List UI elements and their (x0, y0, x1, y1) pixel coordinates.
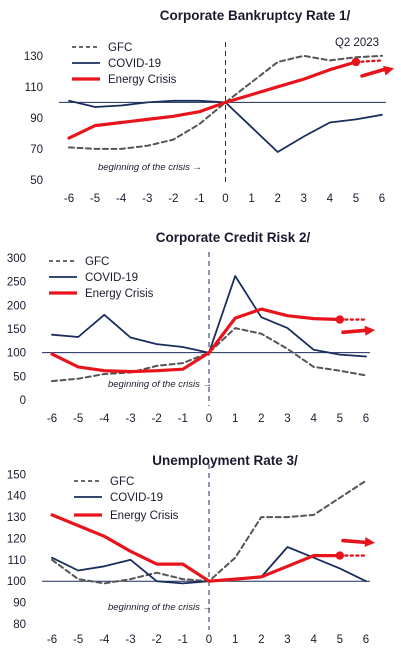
y-tick-label: 120 (7, 533, 26, 545)
crisis-note: beginning of the crisis → (108, 379, 212, 390)
x-tick-label: -6 (64, 193, 74, 205)
credit-risk-chart: Corporate Credit Risk 2/0501001502002503… (7, 230, 375, 425)
y-tick-label: 100 (7, 348, 26, 360)
y-tick-label: 150 (7, 324, 26, 336)
x-tick-label: -5 (90, 193, 100, 205)
x-tick-label: -6 (47, 413, 57, 425)
y-tick-label: 90 (30, 113, 43, 125)
x-tick-label: -2 (152, 413, 162, 425)
x-tick-label: -2 (152, 634, 162, 646)
series-line-energy (67, 60, 358, 140)
unemployment-rate-chart: Unemployment Rate 3/80901001101201301401… (7, 453, 375, 646)
energy-forecast-dotted-line (354, 59, 384, 64)
y-tick-label: 110 (25, 82, 43, 94)
x-tick-label: 1 (232, 634, 238, 646)
arrow-head (383, 65, 394, 76)
legend-label-covid: COVID-19 (85, 272, 138, 284)
x-tick-label: 6 (379, 193, 385, 205)
legend-label-gfc: GFC (110, 476, 134, 488)
y-tick-label: 110 (8, 555, 26, 567)
legend-label-covid: COVID-19 (108, 58, 161, 70)
series-line-energy (50, 513, 342, 583)
x-tick-label: 1 (248, 193, 254, 205)
y-tick-label: 150 (7, 469, 26, 481)
x-tick-label: 5 (353, 193, 359, 205)
x-tick-label: 4 (310, 634, 317, 646)
legend-label-covid: COVID-19 (110, 492, 163, 504)
y-tick-label: 70 (30, 144, 43, 156)
legend-label-energy: Energy Crisis (110, 510, 179, 522)
red-dot-marker-icon (335, 315, 345, 324)
y-tick-label: 130 (24, 51, 43, 63)
red-dot-marker-icon (351, 57, 361, 67)
arrow-head (364, 537, 375, 547)
x-tick-label: 4 (327, 193, 334, 205)
y-tick-label: 300 (7, 253, 26, 265)
x-tick-label: -4 (99, 413, 110, 425)
y-tick-label: 100 (7, 576, 26, 588)
y-tick-label: 50 (30, 175, 43, 187)
x-tick-label: 0 (206, 413, 212, 425)
chart-title: Corporate Credit Risk 2/ (156, 230, 311, 245)
y-tick-label: 0 (20, 395, 26, 407)
crisis-note: beginning of the crisis → (108, 602, 212, 613)
crisis-note: beginning of the crisis → (98, 162, 202, 173)
y-tick-label: 90 (13, 598, 26, 610)
x-tick-label: -1 (178, 634, 188, 646)
x-tick-label: -5 (73, 634, 83, 646)
x-tick-label: 3 (284, 634, 290, 646)
y-tick-label: 130 (7, 512, 26, 524)
arrow-shaft (360, 67, 388, 78)
series-line-energy (50, 307, 342, 374)
chart-title: Unemployment Rate 3/ (152, 453, 298, 468)
x-tick-label: -4 (116, 193, 127, 205)
y-tick-label: 80 (13, 619, 26, 631)
x-tick-label: 4 (310, 413, 317, 425)
x-tick-label: -4 (99, 634, 110, 646)
x-tick-label: -5 (73, 413, 83, 425)
x-tick-label: -3 (125, 413, 135, 425)
arrow-shaft (341, 538, 369, 545)
x-tick-label: 2 (258, 634, 264, 646)
red-trend-arrow-icon (341, 325, 375, 336)
x-tick-label: 5 (337, 413, 343, 425)
legend-label-energy: Energy Crisis (108, 74, 177, 86)
x-tick-label: 2 (258, 413, 264, 425)
x-tick-label: 6 (363, 413, 369, 425)
red-dot-marker-icon (335, 551, 345, 560)
x-tick-label: -2 (168, 193, 178, 205)
red-trend-arrow-icon (360, 65, 394, 78)
legend-label-gfc: GFC (108, 42, 132, 54)
x-tick-label: -3 (125, 634, 135, 646)
bankruptcy-rate-chart: Corporate Bankruptcy Rate 1/507090110130… (24, 8, 394, 205)
x-tick-label: 0 (222, 193, 228, 205)
x-tick-label: -1 (178, 413, 188, 425)
x-tick-label: -6 (47, 634, 57, 646)
y-tick-label: 250 (7, 277, 26, 289)
arrow-shaft (341, 328, 369, 335)
y-tick-label: 50 (13, 371, 26, 383)
x-tick-label: 1 (232, 413, 238, 425)
period-annotation: Q2 2023 (335, 37, 379, 49)
x-tick-label: 3 (284, 413, 290, 425)
x-tick-label: 3 (301, 193, 307, 205)
x-tick-label: 5 (337, 634, 343, 646)
legend-label-energy: Energy Crisis (85, 288, 154, 300)
legend-label-gfc: GFC (85, 256, 109, 268)
x-tick-label: -1 (194, 193, 204, 205)
arrow-head (364, 325, 375, 336)
y-tick-label: 200 (7, 300, 26, 312)
x-tick-label: -3 (142, 193, 152, 205)
chart-title: Corporate Bankruptcy Rate 1/ (160, 8, 351, 23)
x-tick-label: 0 (206, 634, 212, 646)
red-trend-arrow-icon (341, 537, 375, 547)
x-tick-label: 6 (363, 634, 369, 646)
x-tick-label: 2 (274, 193, 280, 205)
y-tick-label: 140 (7, 491, 26, 503)
